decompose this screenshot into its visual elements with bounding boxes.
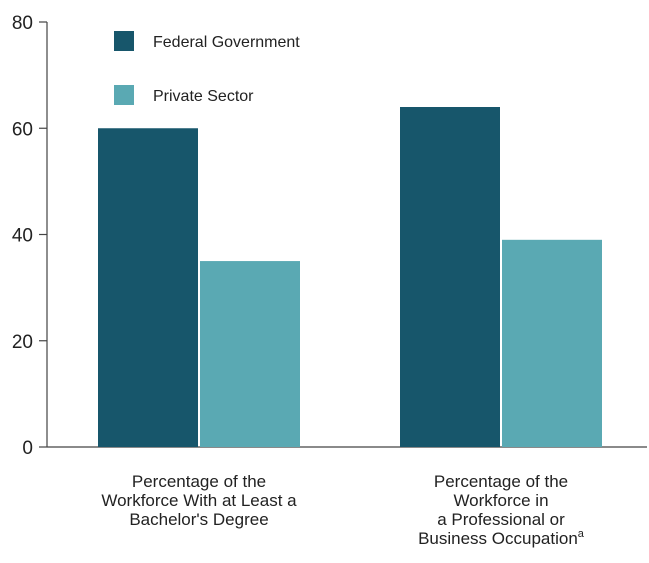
bar-private-sector-2 — [502, 239, 602, 447]
y-tick-label: 60 — [12, 119, 33, 140]
bars-group — [98, 107, 602, 447]
category-label-2: Percentage of the Workforce in a Professio… — [418, 472, 585, 548]
bar-federal-government-1 — [98, 128, 198, 447]
category-label-line: Bachelor's Degree — [129, 510, 268, 529]
footnote-marker: a — [578, 528, 585, 540]
legend: Federal Government Private Sector — [114, 31, 300, 105]
category-label-line: Business Occupation — [418, 529, 578, 548]
y-tick-label: 0 — [22, 438, 33, 459]
y-tick-label: 20 — [12, 332, 33, 353]
y-tick-label: 80 — [12, 13, 33, 34]
category-label-line: Percentage of the — [434, 472, 568, 491]
category-label-line: a Professional or — [437, 510, 565, 529]
y-tick-label: 40 — [12, 226, 33, 247]
legend-swatch-private-sector — [114, 85, 134, 105]
category-label-line: Percentage of the — [132, 472, 266, 491]
bar-federal-government-2 — [400, 107, 500, 447]
legend-label-federal-government: Federal Government — [153, 34, 300, 51]
legend-label-private-sector: Private Sector — [153, 88, 254, 105]
bar-private-sector-1 — [200, 261, 300, 447]
category-label-line: Workforce With at Least a — [101, 491, 297, 510]
category-label-line: Workforce in — [453, 491, 548, 510]
category-label-1: Percentage of the Workforce With at Least… — [101, 472, 297, 529]
category-labels: Percentage of the Workforce With at Least… — [101, 472, 584, 548]
legend-swatch-federal-government — [114, 31, 134, 51]
